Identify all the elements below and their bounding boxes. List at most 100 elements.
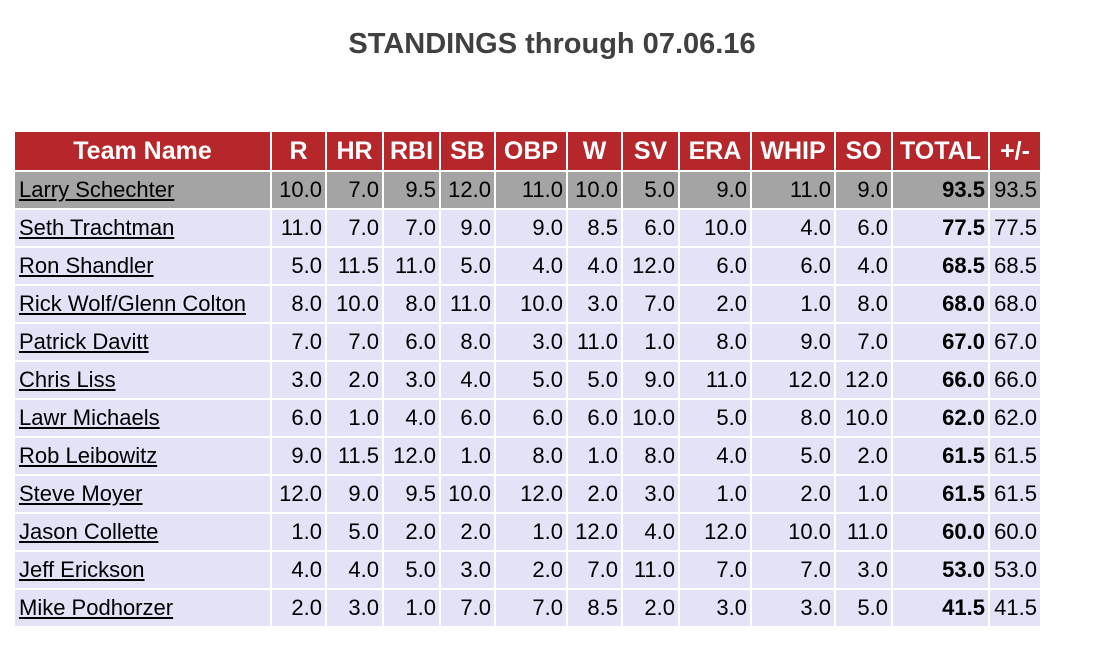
plus-minus-cell: 61.5 xyxy=(990,438,1040,474)
w-cell: 4.0 xyxy=(568,248,621,284)
sv-cell: 10.0 xyxy=(623,400,678,436)
obp-cell: 5.0 xyxy=(496,362,566,398)
column-header-whip[interactable]: WHIP xyxy=(752,132,834,170)
team-link[interactable]: Jeff Erickson xyxy=(19,557,145,582)
team-link[interactable]: Lawr Michaels xyxy=(19,405,160,430)
sb-cell: 4.0 xyxy=(441,362,494,398)
obp-cell: 2.0 xyxy=(496,552,566,588)
column-header-rbi[interactable]: RBI xyxy=(384,132,439,170)
column-header-era[interactable]: ERA xyxy=(680,132,750,170)
team-link[interactable]: Rob Leibowitz xyxy=(19,443,158,468)
so-cell: 5.0 xyxy=(836,590,891,626)
table-row: Rob Leibowitz 9.0 11.5 12.0 1.0 8.0 1.0 8.0 4.0 5… xyxy=(15,438,1040,474)
era-cell: 5.0 xyxy=(680,400,750,436)
sv-cell: 5.0 xyxy=(623,172,678,208)
era-cell: 11.0 xyxy=(680,362,750,398)
r-cell: 8.0 xyxy=(272,286,325,322)
obp-cell: 6.0 xyxy=(496,400,566,436)
total-cell: 93.5 xyxy=(893,172,988,208)
column-header-hr[interactable]: HR xyxy=(327,132,382,170)
rbi-cell: 6.0 xyxy=(384,324,439,360)
sv-cell: 1.0 xyxy=(623,324,678,360)
w-cell: 8.5 xyxy=(568,590,621,626)
plus-minus-cell: 68.5 xyxy=(990,248,1040,284)
team-link[interactable]: Mike Podhorzer xyxy=(19,595,174,620)
w-cell: 8.5 xyxy=(568,210,621,246)
team-name-cell: Ron Shandler xyxy=(15,248,270,284)
sv-cell: 9.0 xyxy=(623,362,678,398)
plus-minus-cell: 67.0 xyxy=(990,324,1040,360)
team-link[interactable]: Ron Shandler xyxy=(19,253,154,278)
header-row: Team Name R HR RBI SB OBP W SV ERA WHIP … xyxy=(15,132,1040,170)
team-name-cell: Chris Liss xyxy=(15,362,270,398)
team-link[interactable]: Rick Wolf/Glenn Colton xyxy=(19,291,247,316)
rbi-cell: 2.0 xyxy=(384,514,439,550)
total-cell: 62.0 xyxy=(893,400,988,436)
plus-minus-cell: 41.5 xyxy=(990,590,1040,626)
so-cell: 4.0 xyxy=(836,248,891,284)
team-name-cell: Seth Trachtman xyxy=(15,210,270,246)
team-link[interactable]: Larry Schechter xyxy=(19,177,175,202)
era-cell: 2.0 xyxy=(680,286,750,322)
page-title: STANDINGS through 07.06.16 xyxy=(348,28,756,60)
table-row: Steve Moyer 12.0 9.0 9.5 10.0 12.0 2.0 3.0 1.0 2.… xyxy=(15,476,1040,512)
column-header-plus-minus[interactable]: +/- xyxy=(990,132,1040,170)
column-header-w[interactable]: W xyxy=(568,132,621,170)
column-header-obp[interactable]: OBP xyxy=(496,132,566,170)
sb-cell: 1.0 xyxy=(441,438,494,474)
r-cell: 12.0 xyxy=(272,476,325,512)
plus-minus-cell: 60.0 xyxy=(990,514,1040,550)
total-cell: 66.0 xyxy=(893,362,988,398)
hr-cell: 9.0 xyxy=(327,476,382,512)
hr-cell: 2.0 xyxy=(327,362,382,398)
team-link[interactable]: Seth Trachtman xyxy=(19,215,175,240)
r-cell: 3.0 xyxy=(272,362,325,398)
era-cell: 9.0 xyxy=(680,172,750,208)
sb-cell: 10.0 xyxy=(441,476,494,512)
so-cell: 9.0 xyxy=(836,172,891,208)
team-link[interactable]: Patrick Davitt xyxy=(19,329,149,354)
r-cell: 1.0 xyxy=(272,514,325,550)
team-link[interactable]: Chris Liss xyxy=(19,367,116,392)
plus-minus-cell: 61.5 xyxy=(990,476,1040,512)
team-link[interactable]: Jason Collette xyxy=(19,519,159,544)
obp-cell: 8.0 xyxy=(496,438,566,474)
sb-cell: 6.0 xyxy=(441,400,494,436)
rbi-cell: 12.0 xyxy=(384,438,439,474)
so-cell: 7.0 xyxy=(836,324,891,360)
rbi-cell: 3.0 xyxy=(384,362,439,398)
total-cell: 68.5 xyxy=(893,248,988,284)
total-cell: 77.5 xyxy=(893,210,988,246)
r-cell: 7.0 xyxy=(272,324,325,360)
column-header-r[interactable]: R xyxy=(272,132,325,170)
total-cell: 61.5 xyxy=(893,476,988,512)
sv-cell: 3.0 xyxy=(623,476,678,512)
r-cell: 9.0 xyxy=(272,438,325,474)
column-header-total[interactable]: TOTAL xyxy=(893,132,988,170)
hr-cell: 11.5 xyxy=(327,438,382,474)
w-cell: 3.0 xyxy=(568,286,621,322)
team-link[interactable]: Steve Moyer xyxy=(19,481,143,506)
column-header-sb[interactable]: SB xyxy=(441,132,494,170)
sv-cell: 12.0 xyxy=(623,248,678,284)
w-cell: 2.0 xyxy=(568,476,621,512)
whip-cell: 6.0 xyxy=(752,248,834,284)
hr-cell: 7.0 xyxy=(327,172,382,208)
so-cell: 12.0 xyxy=(836,362,891,398)
column-header-sv[interactable]: SV xyxy=(623,132,678,170)
whip-cell: 9.0 xyxy=(752,324,834,360)
sb-cell: 9.0 xyxy=(441,210,494,246)
sv-cell: 2.0 xyxy=(623,590,678,626)
era-cell: 1.0 xyxy=(680,476,750,512)
total-cell: 53.0 xyxy=(893,552,988,588)
table-row: Patrick Davitt 7.0 7.0 6.0 8.0 3.0 11.0 1.0 8.0 9… xyxy=(15,324,1040,360)
team-name-cell: Mike Podhorzer xyxy=(15,590,270,626)
column-header-team-name[interactable]: Team Name xyxy=(15,132,270,170)
standings-body: Larry Schechter 10.0 7.0 9.5 12.0 11.0 10.0 5.0… xyxy=(15,172,1040,626)
column-header-so[interactable]: SO xyxy=(836,132,891,170)
so-cell: 6.0 xyxy=(836,210,891,246)
team-name-cell: Jeff Erickson xyxy=(15,552,270,588)
obp-cell: 7.0 xyxy=(496,590,566,626)
total-cell: 68.0 xyxy=(893,286,988,322)
whip-cell: 11.0 xyxy=(752,172,834,208)
